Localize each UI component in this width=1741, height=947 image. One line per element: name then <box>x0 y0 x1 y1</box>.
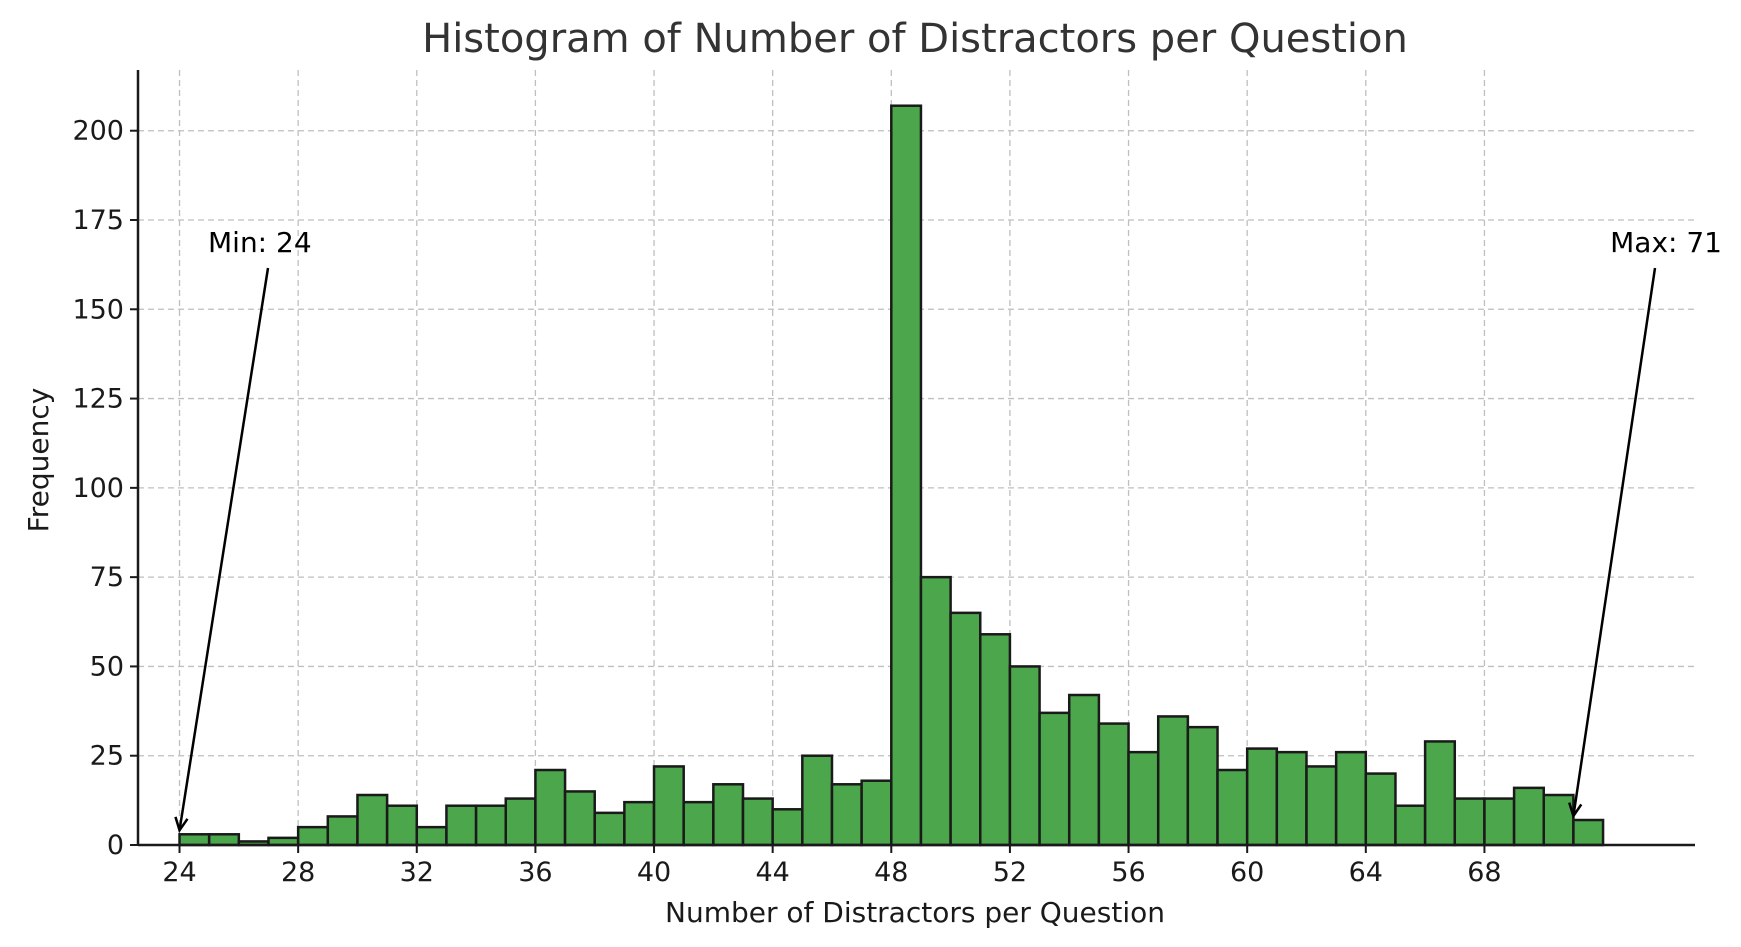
histogram-bar <box>1038 711 1071 847</box>
histogram-bar <box>1216 768 1249 847</box>
histogram-bar <box>979 633 1012 847</box>
histogram-bar <box>326 815 359 847</box>
x-tick-label: 44 <box>755 857 789 888</box>
histogram-bar <box>1156 715 1190 847</box>
histogram-bar <box>712 783 745 847</box>
histogram-bar <box>1423 740 1457 847</box>
annotation-arrowhead <box>1568 802 1583 819</box>
histogram-bar <box>801 754 834 847</box>
histogram-bar <box>623 800 656 847</box>
histogram-bar <box>1245 747 1279 847</box>
histogram-bar <box>534 768 567 847</box>
y-tick-label: 100 <box>72 473 124 504</box>
histogram-bar <box>474 804 507 847</box>
x-tick-label: 56 <box>1111 857 1145 888</box>
histogram-bar <box>890 104 923 847</box>
x-tick-label: 60 <box>1230 857 1264 888</box>
histogram-bar <box>296 825 330 847</box>
bars-layer <box>178 104 1605 847</box>
x-tick-label: 52 <box>993 857 1027 888</box>
histogram-bar <box>1394 804 1427 847</box>
histogram-bar <box>1127 750 1160 847</box>
histogram-bar <box>178 833 211 847</box>
histogram-bar <box>356 793 389 847</box>
y-axis-label: Frequency <box>22 388 55 533</box>
histogram-bar <box>1067 693 1101 847</box>
x-tick-label: 28 <box>281 857 315 888</box>
histogram-bar <box>1097 722 1130 847</box>
y-tick-label: 150 <box>72 294 124 325</box>
x-tick-label: 36 <box>518 857 552 888</box>
histogram-bar <box>563 790 596 847</box>
histogram-bar <box>1572 818 1605 847</box>
histogram-bar <box>1512 786 1545 847</box>
histogram-bar <box>415 825 448 847</box>
histogram-bar <box>919 575 952 847</box>
histogram-bar <box>771 808 804 847</box>
histogram-bar <box>1008 665 1041 847</box>
annotation-text: Max: 71 <box>1610 226 1722 259</box>
x-tick-label: 68 <box>1467 857 1501 888</box>
histogram-bar <box>1186 725 1219 847</box>
histogram-bar <box>1364 772 1397 847</box>
y-tick-label: 25 <box>90 741 124 772</box>
histogram-bar <box>445 804 478 847</box>
chart-title: Histogram of Number of Distractors per Q… <box>422 16 1408 62</box>
y-tick-label: 75 <box>90 562 124 593</box>
histogram-bar <box>652 765 685 847</box>
histogram-bar <box>1542 793 1575 847</box>
histogram-bar <box>504 797 537 847</box>
x-tick-label: 64 <box>1349 857 1383 888</box>
histogram-bar <box>385 804 419 847</box>
annotations-layer: Min: 24 Max: 71 <box>174 226 1722 834</box>
histogram-bar <box>207 833 241 847</box>
histogram-bar <box>1305 765 1338 847</box>
histogram-bar <box>682 800 715 847</box>
y-tick-label: 125 <box>72 384 124 415</box>
histogram-bar <box>1334 750 1368 847</box>
y-tick-label: 50 <box>90 651 124 682</box>
annotation-arrow <box>178 267 270 831</box>
axes-layer: 24 28 32 36 40 44 48 52 56 60 64 68 0 25 50 75 100 125 150… <box>72 70 1695 888</box>
x-axis-label: Number of Distractors per Question <box>665 896 1165 929</box>
histogram-bar <box>593 811 626 847</box>
histogram-bar <box>1483 797 1516 847</box>
y-tick-label: 175 <box>72 205 124 236</box>
histogram-bar <box>1275 750 1308 847</box>
y-tick-label: 200 <box>72 116 124 147</box>
histogram-bar <box>741 797 774 847</box>
x-tick-label: 48 <box>874 857 908 888</box>
x-tick-label: 32 <box>400 857 434 888</box>
annotation-arrowhead <box>174 816 189 834</box>
annotation-text: Min: 24 <box>208 226 312 259</box>
histogram-bar <box>1453 797 1486 847</box>
annotation-arrow <box>1572 267 1657 817</box>
histogram-bar <box>949 611 982 847</box>
histogram-bar <box>860 779 893 847</box>
x-tick-label: 40 <box>637 857 671 888</box>
histogram-bar <box>830 783 863 847</box>
x-tick-label: 24 <box>162 857 196 888</box>
y-tick-label: 0 <box>107 830 124 861</box>
